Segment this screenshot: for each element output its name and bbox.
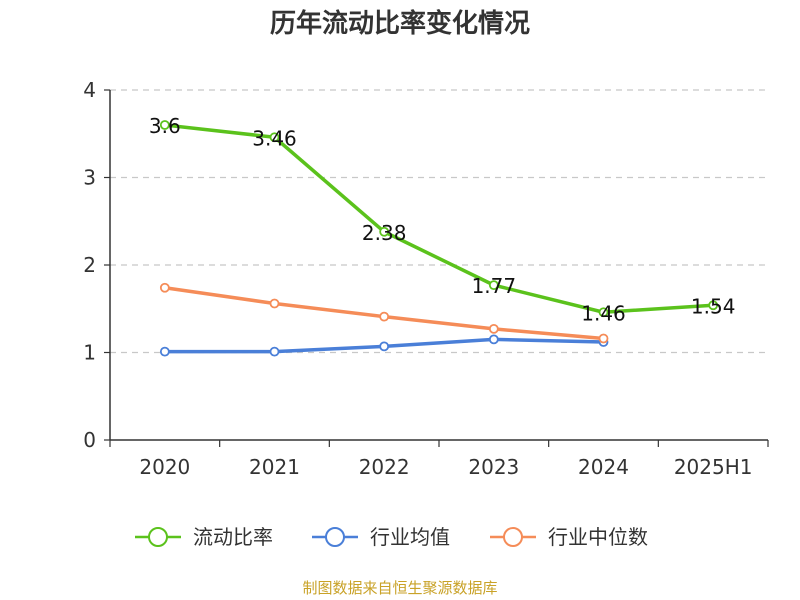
- y-tick-label: 3: [83, 166, 96, 190]
- legend-marker[interactable]: [148, 527, 168, 547]
- legend-label[interactable]: 行业中位数: [548, 525, 648, 549]
- x-tick-label: 2022: [359, 455, 410, 479]
- y-tick-label: 2: [83, 253, 96, 277]
- legend-marker[interactable]: [325, 527, 345, 547]
- data-point[interactable]: [598, 307, 609, 318]
- x-tick-label: 2021: [249, 455, 300, 479]
- data-point[interactable]: [598, 333, 609, 344]
- data-label: 1.54: [691, 294, 736, 318]
- data-point[interactable]: [159, 120, 170, 130]
- x-tick-label: 2025H1: [674, 455, 753, 479]
- y-tick-label: 0: [83, 428, 96, 452]
- data-point[interactable]: [708, 300, 719, 311]
- data-label: 3.46: [252, 126, 297, 150]
- data-point[interactable]: [488, 323, 499, 334]
- legend-label[interactable]: 流动比率: [193, 525, 273, 549]
- x-tick-label: 2024: [578, 455, 629, 479]
- legend-label[interactable]: 行业均值: [370, 525, 450, 549]
- data-point[interactable]: [269, 298, 280, 309]
- data-point[interactable]: [379, 226, 390, 237]
- data-point[interactable]: [379, 341, 390, 352]
- data-label: 1.46: [581, 301, 626, 325]
- data-point[interactable]: [379, 311, 390, 322]
- y-tick-label: 1: [83, 341, 96, 365]
- data-point[interactable]: [269, 346, 280, 357]
- data-label: 3.6: [149, 114, 181, 138]
- data-point[interactable]: [488, 280, 499, 291]
- chart-title: 历年流动比率变化情况: [269, 9, 530, 39]
- data-label: 1.77: [472, 274, 517, 298]
- series-line: [164, 123, 714, 314]
- data-point[interactable]: [269, 132, 280, 143]
- x-tick-label: 2023: [468, 455, 519, 479]
- legend-marker[interactable]: [503, 527, 523, 547]
- data-point[interactable]: [159, 282, 170, 293]
- x-tick-label: 2020: [139, 455, 190, 479]
- source-note: 制图数据来自恒生聚源数据库: [302, 579, 498, 597]
- data-point[interactable]: [159, 346, 170, 357]
- data-point[interactable]: [488, 334, 499, 345]
- y-tick-label: 4: [83, 78, 96, 102]
- data-label: 2.38: [362, 221, 407, 245]
